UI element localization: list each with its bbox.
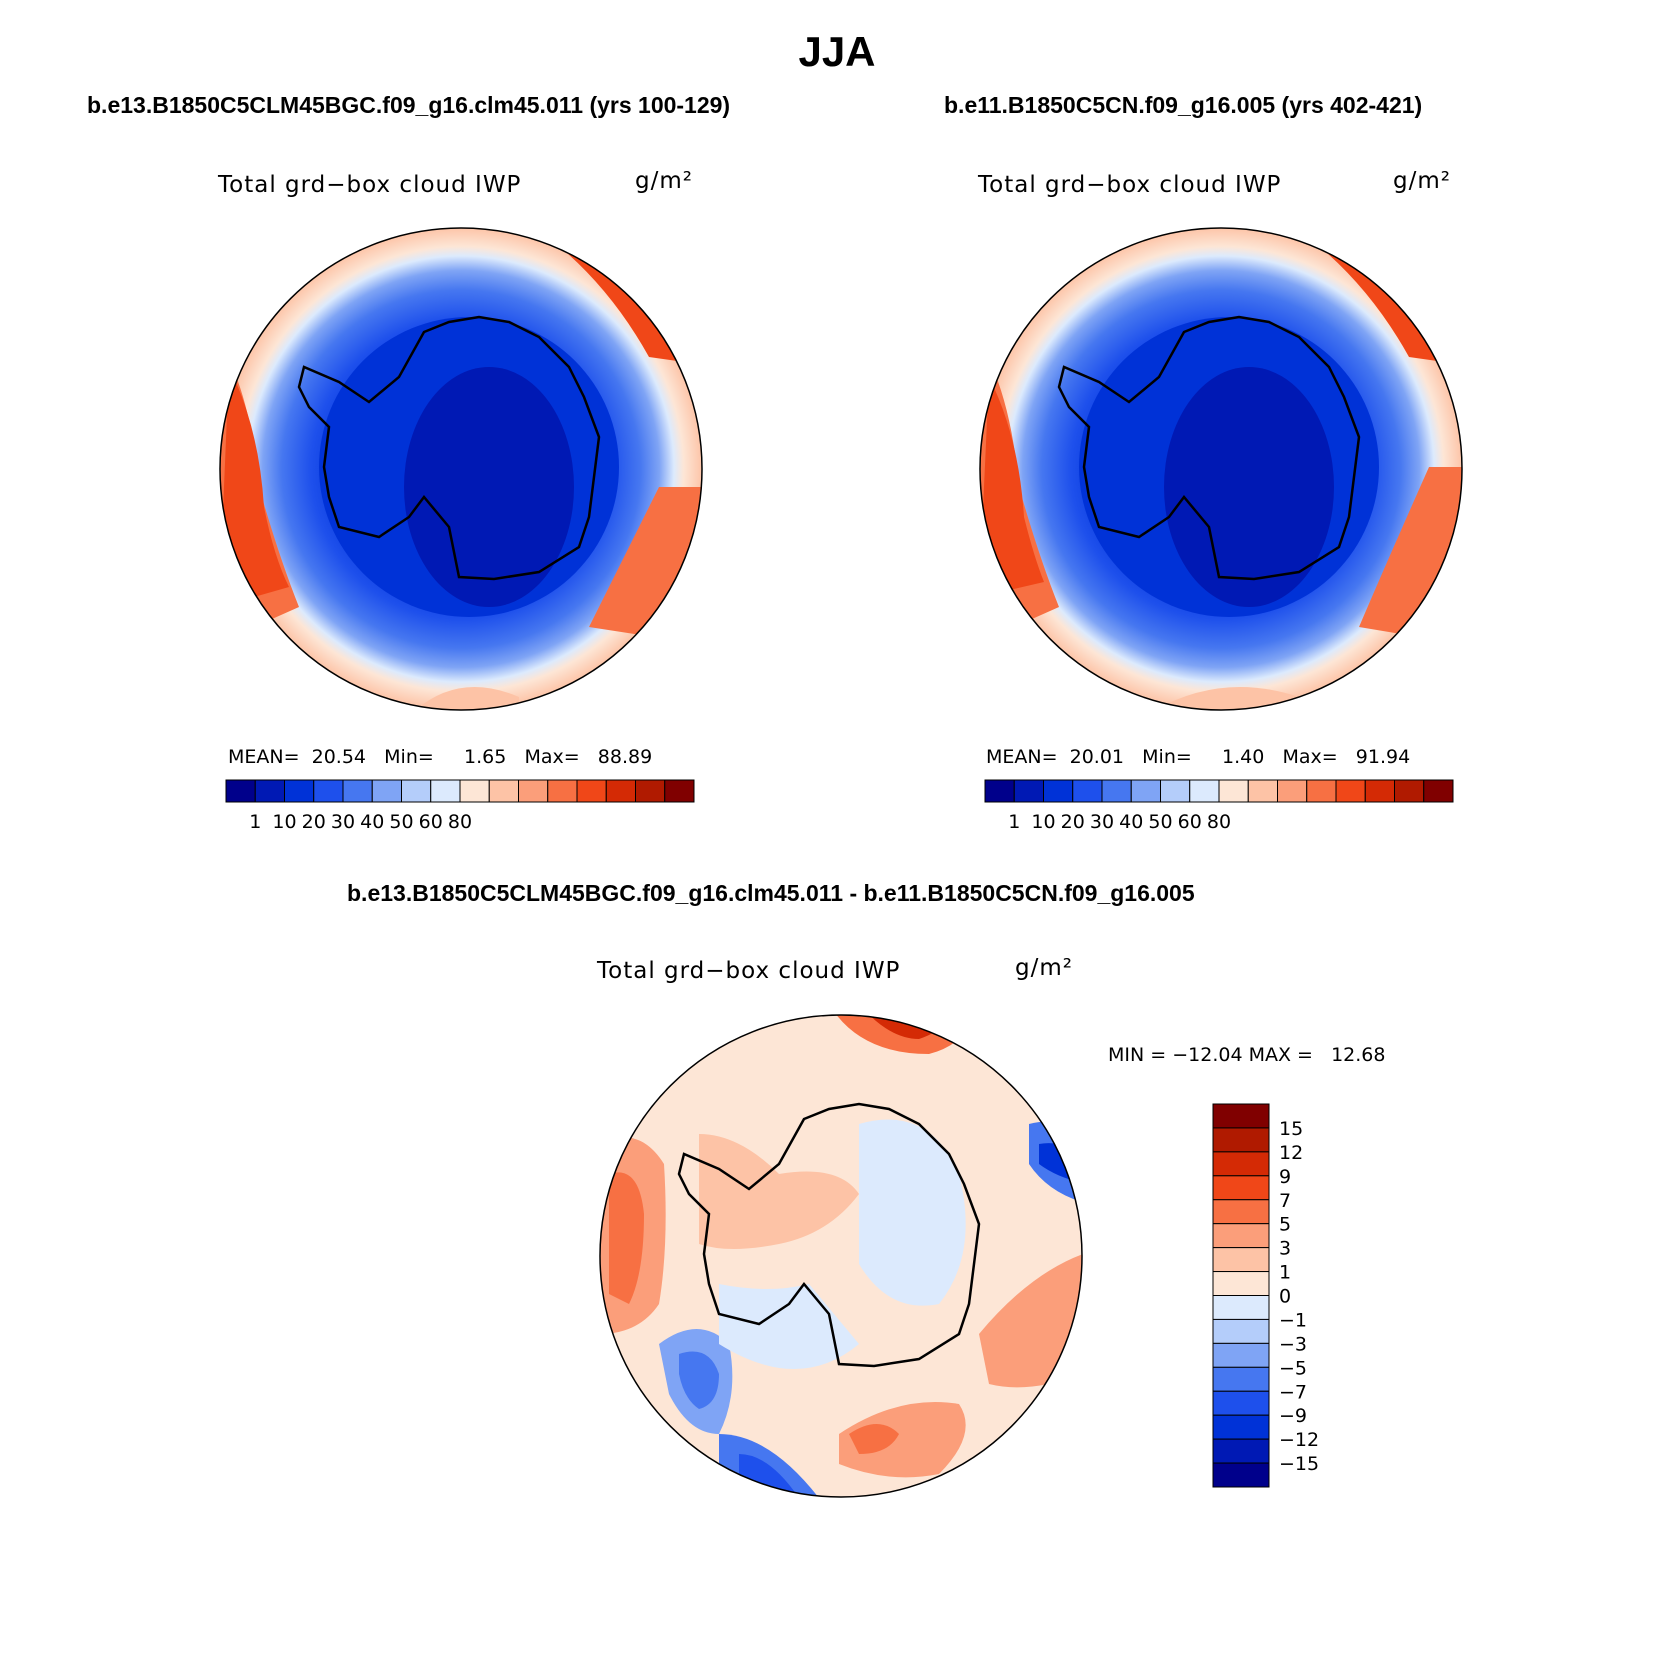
panel2-colorbar-box	[1101, 779, 1132, 803]
panel1-colorbar-box	[430, 779, 461, 803]
panel1-colorbar-box	[371, 779, 402, 803]
panel2-colorbar-tick-label: 1	[1008, 811, 1020, 833]
panel3-colorbar-box	[1212, 1223, 1270, 1249]
panel1-colorbar-box	[664, 779, 695, 803]
panel3-colorbar-box	[1212, 1414, 1270, 1440]
panel2-colorbar-box	[1277, 779, 1308, 803]
panel1-colorbar-box	[459, 779, 490, 803]
panel3-colorbar-tick-label: 1	[1279, 1262, 1291, 1284]
panel2-colorbar-box	[1394, 779, 1425, 803]
panel1-colorbar-tick-label: 50	[389, 811, 413, 833]
panel2-colorbar-box	[1160, 779, 1191, 803]
panel3-colorbar-tick-label: 3	[1279, 1238, 1291, 1260]
panel3-colorbar-tick-label: −15	[1279, 1453, 1319, 1475]
panel1-colorbar-tick-label: 10	[272, 811, 296, 833]
panel3-stats: MIN = −12.04 MAX = 12.68	[1108, 1044, 1386, 1066]
panel1-colorbar: 1 10 20 30 40 50 60 80	[225, 779, 695, 833]
panel2-colorbar-tick-label: 60	[1178, 811, 1202, 833]
panel1-stats: MEAN= 20.54 Min= 1.65 Max= 88.89	[228, 746, 653, 768]
panel1-units-label: g/m²	[635, 168, 693, 194]
panel2-colorbar-box	[1189, 779, 1220, 803]
panel1-colorbar-box	[254, 779, 285, 803]
panel3-colorbar-tick-label: −12	[1279, 1429, 1319, 1451]
panel3-colorbar-tick-label: −7	[1279, 1381, 1307, 1403]
panel1-colorbar-box	[342, 779, 373, 803]
panel2-colorbar-box	[1423, 779, 1454, 803]
panel3-colorbar-box	[1212, 1151, 1270, 1177]
panel2-colorbar-box	[1218, 779, 1249, 803]
panel2-units-label: g/m²	[1393, 168, 1451, 194]
panel3-variable-label: Total grd−box cloud IWP	[597, 958, 901, 984]
panel3-colorbar-tick-label: −3	[1279, 1333, 1307, 1355]
panel2-colorbar-tick-label: 10	[1031, 811, 1055, 833]
panel3-colorbar-tick-label: 12	[1279, 1142, 1303, 1164]
panel3-colorbar-box	[1212, 1175, 1270, 1201]
panel3-colorbar-box	[1212, 1438, 1270, 1464]
panel1-colorbar-tick-label: 60	[419, 811, 443, 833]
panel2-colorbar-tick-label: 30	[1090, 811, 1114, 833]
panel2-colorbar-box	[984, 779, 1015, 803]
panel2-colorbar-box	[1364, 779, 1395, 803]
panel3-colorbar-box	[1212, 1127, 1270, 1153]
panel1-map	[219, 227, 703, 711]
panel1-case-title: b.e13.B1850C5CLM45BGC.f09_g16.clm45.011 …	[87, 92, 731, 118]
panel2-colorbar-box	[1043, 779, 1074, 803]
panel3-colorbar-box	[1212, 1103, 1270, 1129]
panel3-colorbar-box	[1212, 1199, 1270, 1225]
panel1-colorbar-tick-label: 80	[448, 811, 472, 833]
panel3-colorbar-tick-label: 0	[1279, 1286, 1291, 1308]
panel3-colorbar-box	[1212, 1366, 1270, 1392]
panel2-colorbar-tick-label: 40	[1119, 811, 1143, 833]
panel2-colorbar-tick-label: 20	[1061, 811, 1085, 833]
panel3-colorbar-tick-label: −1	[1279, 1309, 1307, 1331]
panel2-colorbar: 1 10 20 30 40 50 60 80	[984, 779, 1454, 833]
panel1-colorbar-box	[635, 779, 666, 803]
panel2-colorbar-box	[1306, 779, 1337, 803]
panel2-case-title: b.e11.B1850C5CN.f09_g16.005 (yrs 402-421…	[944, 92, 1423, 118]
panel3-colorbar-box	[1212, 1295, 1270, 1320]
panel3-colorbar-box	[1212, 1247, 1270, 1273]
panel1-colorbar-box	[576, 779, 607, 803]
panel1-colorbar-box	[518, 779, 549, 803]
panel1-colorbar-box	[313, 779, 344, 803]
panel1-variable-label: Total grd−box cloud IWP	[218, 172, 522, 198]
panel2-colorbar-box	[1013, 779, 1044, 803]
panel2-colorbar-box	[1335, 779, 1366, 803]
panel1-colorbar-tick-label: 30	[331, 811, 355, 833]
panel2-colorbar-tick-label: 80	[1207, 811, 1231, 833]
panel3-colorbar-box	[1212, 1318, 1270, 1344]
panel3-case-title: b.e13.B1850C5CLM45BGC.f09_g16.clm45.011 …	[347, 880, 1195, 906]
panel2-colorbar-box	[1072, 779, 1103, 803]
panel2-stats: MEAN= 20.01 Min= 1.40 Max= 91.94	[986, 746, 1411, 768]
panel3-units-label: g/m²	[1015, 955, 1073, 981]
panel1-colorbar-tick-label: 1	[249, 811, 261, 833]
panel2-map	[979, 227, 1463, 711]
panel2-variable-label: Total grd−box cloud IWP	[978, 172, 1282, 198]
figure-title: JJA	[798, 28, 876, 75]
panel2-colorbar-box	[1247, 779, 1278, 803]
panel3-colorbar-tick-label: 9	[1279, 1166, 1291, 1188]
panel1-colorbar-tick-label: 40	[360, 811, 384, 833]
panel1-colorbar-box	[225, 779, 256, 803]
panel2-colorbar-box	[1130, 779, 1161, 803]
panel2-colorbar-tick-label: 50	[1148, 811, 1172, 833]
panel3-colorbar-tick-label: 7	[1279, 1190, 1291, 1212]
panel3-colorbar-tick-label: −9	[1279, 1405, 1307, 1427]
panel3-colorbar-box	[1212, 1390, 1270, 1416]
panel3-map	[599, 1014, 1083, 1498]
panel1-colorbar-tick-label: 20	[302, 811, 326, 833]
panel3-colorbar-box	[1212, 1342, 1270, 1368]
panel3-colorbar-box	[1212, 1462, 1270, 1488]
panel1-colorbar-box	[401, 779, 432, 803]
panel3-colorbar-tick-label: 5	[1279, 1214, 1291, 1236]
panel1-colorbar-box	[605, 779, 636, 803]
panel3-colorbar-tick-label: 15	[1279, 1118, 1303, 1140]
panel3-colorbar-box	[1212, 1271, 1270, 1296]
panel1-colorbar-box	[488, 779, 519, 803]
panel1-colorbar-box	[547, 779, 578, 803]
panel3-colorbar-tick-label: −5	[1279, 1357, 1307, 1379]
panel1-colorbar-box	[284, 779, 315, 803]
